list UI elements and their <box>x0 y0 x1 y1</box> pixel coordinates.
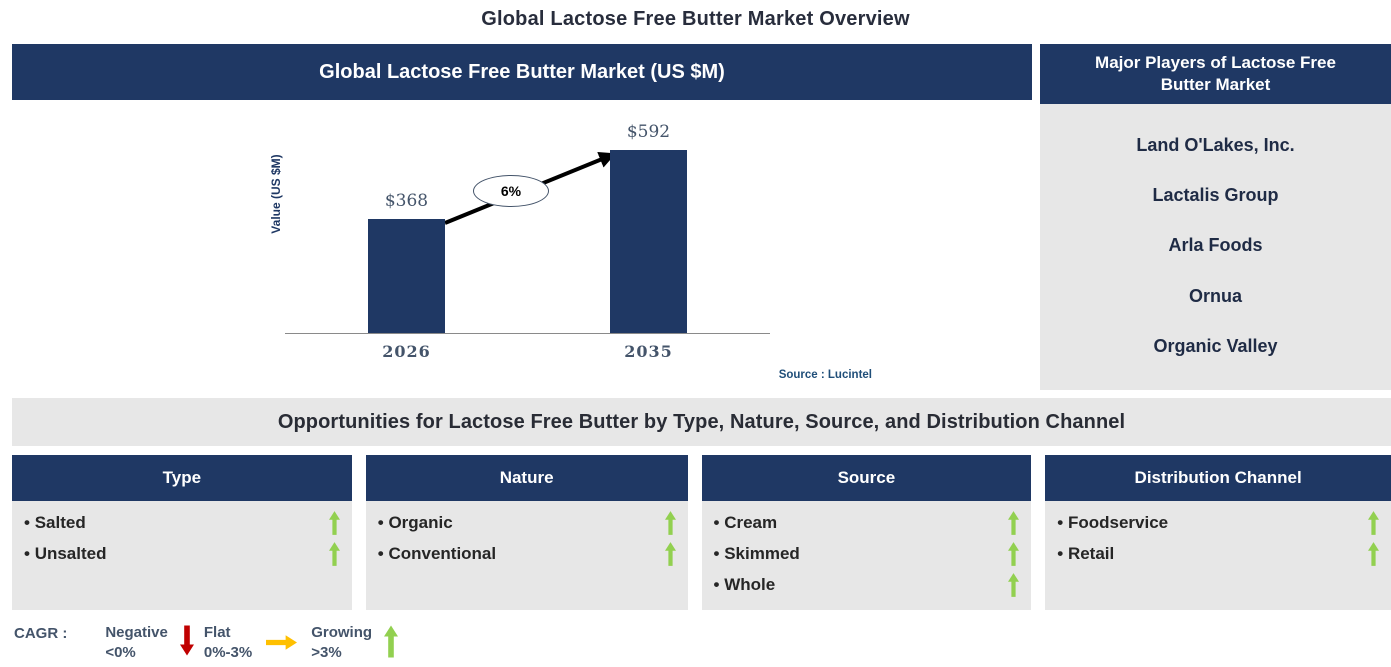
cagr-legend-label: CAGR : <box>14 625 68 642</box>
legend-range: <0% <box>105 643 136 661</box>
column-body: Organic Conventional <box>365 501 688 610</box>
list-item-label: Salted <box>24 513 86 533</box>
opportunity-column-source: Source Cream Skimmed Whole <box>701 455 1032 610</box>
list-item: Whole <box>702 569 1032 600</box>
major-players-list: Land O'Lakes, Inc. Lactalis Group Arla F… <box>1040 104 1391 390</box>
list-item: Salted <box>12 507 352 538</box>
list-item-label: Organic <box>378 513 452 533</box>
major-players-header: Major Players of Lactose Free Butter Mar… <box>1040 44 1391 104</box>
column-header-source: Source <box>701 455 1032 501</box>
cagr-legend: CAGR : Negative <0% Flat 0%-3% Growing >… <box>14 623 399 662</box>
list-item-label: Conventional <box>378 544 496 564</box>
growing-trend-up-icon <box>1008 572 1020 597</box>
growing-trend-up-icon <box>328 541 340 566</box>
negative-down-arrow-icon <box>179 625 194 656</box>
list-item: Skimmed <box>702 538 1032 569</box>
list-item-label: Foodservice <box>1057 513 1168 533</box>
growing-trend-up-icon <box>664 541 676 566</box>
list-item-label: Retail <box>1057 544 1114 564</box>
chart-bar <box>368 219 445 333</box>
list-item: Unsalted <box>12 538 352 569</box>
x-axis-tick-2035: 2035 <box>624 342 673 361</box>
player-name: Lactalis Group <box>1152 185 1279 206</box>
player-name: Land O'Lakes, Inc. <box>1136 134 1295 155</box>
bar-value-label: $592 <box>626 122 671 142</box>
list-item: Retail <box>1045 538 1391 569</box>
growing-trend-up-icon <box>1008 541 1020 566</box>
opportunity-column-nature: Nature Organic Conventional <box>365 455 688 610</box>
legend-range: 0%-3% <box>203 643 253 661</box>
legend-name: Flat <box>203 624 231 641</box>
player-name: Arla Foods <box>1168 235 1263 256</box>
legend-item-flat: Flat 0%-3% <box>204 623 311 662</box>
chart-title: Global Lactose Free Butter Market (US $M… <box>12 44 1032 100</box>
list-item-label: Cream <box>714 513 777 533</box>
cagr-annotation-bubble: 6% <box>473 175 549 207</box>
major-players-panel: Major Players of Lactose Free Butter Mar… <box>1040 44 1391 390</box>
bar-value-label: $368 <box>384 191 429 211</box>
list-item: Conventional <box>366 538 688 569</box>
column-body: Salted Unsalted <box>12 501 352 610</box>
growing-trend-up-icon <box>1368 510 1379 535</box>
list-item: Foodservice <box>1045 507 1391 538</box>
page-title: Global Lactose Free Butter Market Overvi… <box>481 8 910 30</box>
column-header-type: Type <box>12 455 352 501</box>
market-chart-panel: Global Lactose Free Butter Market (US $M… <box>12 44 1032 390</box>
source-attribution: Source : Lucintel <box>778 369 872 381</box>
growing-trend-up-icon <box>328 510 340 535</box>
opportunity-columns: Type Salted Unsalted Nature Organic <box>12 455 1391 610</box>
cagr-value: 6% <box>500 183 522 199</box>
growing-trend-up-icon <box>1008 510 1020 535</box>
growing-up-arrow-icon <box>384 625 399 658</box>
legend-name: Growing <box>311 624 373 641</box>
player-name: Organic Valley <box>1153 336 1278 357</box>
list-item-label: Unsalted <box>24 544 107 564</box>
list-item-label: Skimmed <box>714 544 800 564</box>
legend-item-negative: Negative <0% <box>105 623 204 662</box>
legend-range: >3% <box>311 643 342 661</box>
list-item: Organic <box>366 507 688 538</box>
opportunity-column-type: Type Salted Unsalted <box>12 455 352 610</box>
column-body: Foodservice Retail <box>1045 501 1391 610</box>
column-header-nature: Nature <box>365 455 688 501</box>
legend-item-growing: Growing >3% <box>311 623 399 662</box>
player-name: Ornua <box>1188 285 1242 306</box>
column-body: Cream Skimmed Whole <box>701 501 1032 610</box>
growing-trend-up-icon <box>1368 541 1379 566</box>
x-axis-line <box>285 333 770 334</box>
list-item-label: Whole <box>714 575 775 595</box>
x-axis-tick-2026: 2026 <box>382 342 431 361</box>
growing-trend-up-icon <box>664 510 676 535</box>
y-axis-label: Value (US $M) <box>269 154 283 234</box>
legend-name: Negative <box>105 624 168 641</box>
opportunities-banner: Opportunities for Lactose Free Butter by… <box>12 398 1391 446</box>
column-header-distribution-channel: Distribution Channel <box>1045 455 1391 501</box>
flat-right-arrow-icon <box>266 635 298 650</box>
chart-bar <box>610 150 687 333</box>
opportunity-column-distribution-channel: Distribution Channel Foodservice Retail <box>1045 455 1391 610</box>
list-item: Cream <box>702 507 1032 538</box>
